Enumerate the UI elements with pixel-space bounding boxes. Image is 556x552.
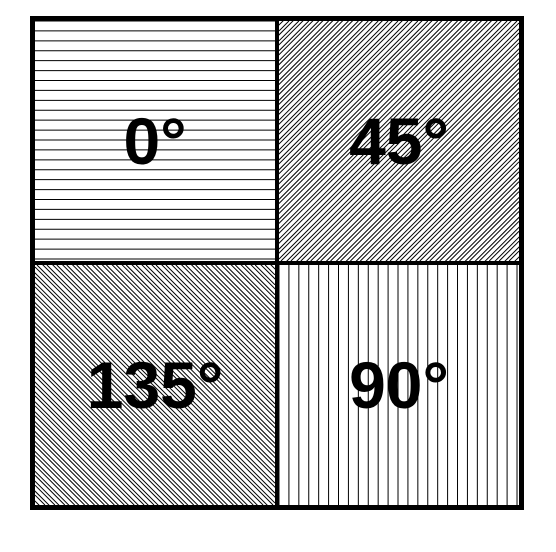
hatch-angle-figure: 0° 45° 135° 90°: [30, 16, 524, 510]
cell-135-deg: 135°: [35, 263, 277, 505]
cell-0-deg: 0°: [35, 21, 277, 263]
cell-label: 135°: [35, 265, 275, 505]
cell-label: 90°: [279, 265, 519, 505]
cell-label: 0°: [35, 21, 275, 261]
cell-90-deg: 90°: [277, 263, 519, 505]
cell-45-deg: 45°: [277, 21, 519, 263]
hatch-grid: 0° 45° 135° 90°: [30, 16, 524, 510]
cell-label: 45°: [279, 21, 519, 261]
